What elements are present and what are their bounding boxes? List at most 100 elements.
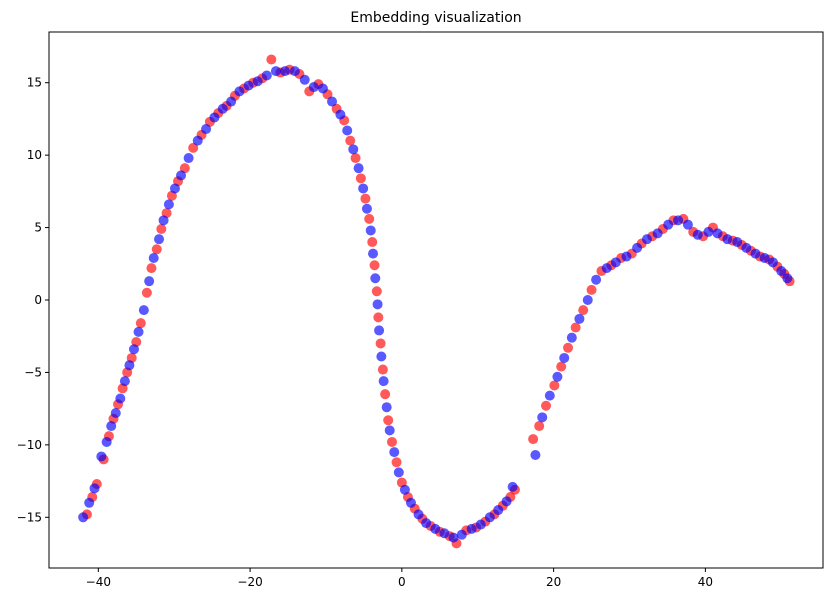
data-point-series0-11 (135, 318, 146, 329)
data-point-series0-39 (350, 153, 361, 164)
data-point-series1-10 (128, 344, 139, 355)
data-point-series1-49 (378, 376, 389, 387)
data-point-series1-62 (466, 523, 477, 534)
data-point-series1-52 (389, 447, 400, 458)
data-point-series1-30 (270, 66, 281, 77)
data-point-series1-87 (703, 226, 714, 237)
data-point-series1-45 (370, 273, 381, 284)
data-point-series1-73 (566, 332, 577, 343)
data-point-series1-28 (252, 76, 263, 87)
data-point-series0-14 (151, 244, 162, 255)
data-point-series1-66 (501, 496, 512, 507)
data-point-series1-68 (530, 450, 541, 461)
data-point-series1-58 (430, 523, 441, 534)
y-tick-label: 15 (27, 76, 42, 90)
data-point-series1-44 (368, 248, 379, 259)
data-point-series1-93 (759, 252, 770, 263)
data-point-series1-77 (601, 263, 612, 274)
data-point-series1-34 (308, 82, 319, 93)
data-point-series0-46 (373, 312, 384, 323)
data-point-series0-49 (380, 389, 391, 400)
x-axis: −40 −20 0 20 40 (86, 568, 713, 589)
data-point-series1-86 (692, 229, 703, 240)
x-tick-label: 20 (546, 575, 561, 589)
data-point-series1-41 (358, 183, 369, 194)
data-point-series1-61 (456, 529, 467, 540)
data-point-series1-50 (381, 402, 392, 413)
data-point-series1-65 (493, 505, 504, 516)
data-point-series1-15 (154, 234, 165, 245)
data-point-series0-75 (578, 305, 589, 316)
data-point-series1-3 (96, 451, 107, 462)
data-point-series0-44 (369, 260, 380, 271)
data-point-series1-24 (217, 103, 228, 114)
data-point-series1-17 (163, 199, 174, 210)
data-point-series1-22 (201, 124, 212, 135)
data-point-series1-27 (243, 80, 254, 91)
data-point-series1-26 (234, 86, 245, 97)
data-point-series1-60 (448, 532, 459, 543)
data-point-series1-16 (158, 215, 169, 226)
y-tick-label: 5 (34, 221, 42, 235)
data-point-series1-79 (621, 251, 632, 262)
data-point-series1-70 (544, 390, 555, 401)
data-point-series1-89 (722, 234, 733, 245)
data-point-series1-94 (767, 257, 778, 268)
data-point-series0-15 (156, 224, 167, 235)
y-axis: −15 −10 −5 0 5 10 15 (17, 76, 49, 524)
data-point-series1-43 (365, 225, 376, 236)
data-point-series0-38 (345, 135, 356, 146)
data-point-series1-36 (327, 96, 338, 107)
data-point-series1-59 (439, 528, 450, 539)
data-point-series1-96 (782, 273, 793, 284)
y-tick-label: −5 (24, 365, 42, 379)
data-point-series1-13 (144, 276, 155, 287)
x-tick-label: 40 (698, 575, 713, 589)
data-point-series1-40 (353, 163, 364, 174)
data-point-series1-21 (192, 135, 203, 146)
data-point-series1-37 (335, 109, 346, 120)
data-point-series0-72 (556, 361, 567, 372)
data-point-series1-18 (169, 183, 180, 194)
data-point-series0-29 (266, 54, 277, 65)
points-layer (78, 54, 795, 549)
data-point-series0-13 (146, 263, 157, 274)
data-point-series1-78 (610, 257, 621, 268)
data-point-series1-55 (405, 497, 416, 508)
data-point-series1-39 (348, 144, 359, 155)
data-point-series1-84 (673, 215, 684, 226)
data-point-series1-48 (376, 351, 387, 362)
data-point-series1-75 (582, 295, 593, 305)
data-point-series1-53 (393, 467, 404, 478)
data-point-series1-20 (183, 153, 194, 164)
data-point-series1-56 (413, 509, 424, 520)
x-tick-label: 0 (398, 575, 406, 589)
data-point-series1-32 (289, 66, 300, 77)
data-point-series1-14 (148, 252, 159, 263)
y-tick-label: 0 (34, 293, 42, 307)
data-point-series1-19 (176, 170, 187, 181)
data-point-series1-81 (641, 234, 652, 245)
data-point-series1-1 (84, 497, 95, 508)
data-point-series1-8 (119, 376, 130, 387)
data-point-series1-76 (591, 274, 602, 285)
data-point-series0-40 (355, 173, 366, 184)
data-point-series1-23 (209, 112, 220, 123)
data-point-series0-52 (391, 457, 402, 468)
data-point-series0-48 (377, 364, 388, 375)
chart-title: Embedding visualization (350, 10, 521, 26)
data-point-series1-38 (342, 125, 353, 136)
data-point-series1-35 (317, 83, 328, 94)
data-point-series1-6 (110, 407, 121, 418)
data-point-series1-11 (133, 326, 144, 337)
data-point-series1-90 (732, 237, 743, 248)
data-point-series1-9 (124, 360, 135, 371)
data-point-series1-25 (226, 96, 237, 107)
data-point-series1-80 (632, 242, 643, 253)
data-point-series0-20 (188, 142, 199, 153)
data-point-series1-33 (299, 74, 310, 85)
data-point-series1-57 (421, 518, 432, 529)
y-tick-label: −10 (17, 438, 42, 452)
y-tick-label: 10 (27, 148, 42, 162)
